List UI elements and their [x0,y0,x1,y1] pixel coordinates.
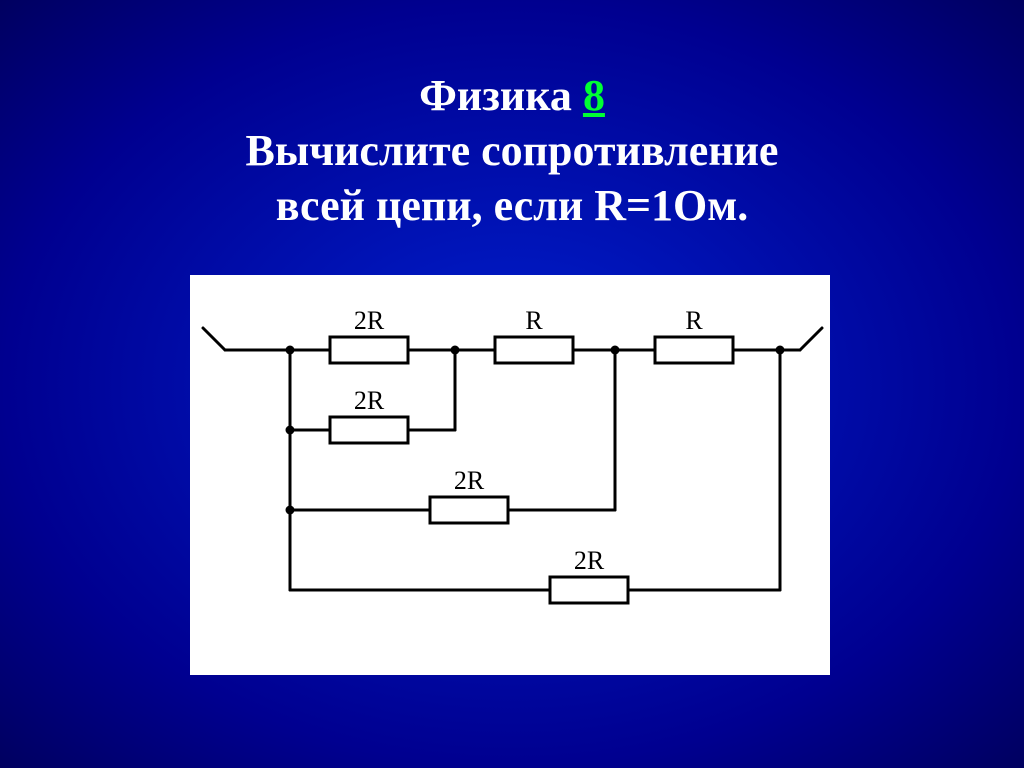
title-prefix: Физика [419,71,583,120]
resistor-label-R-mid2: R [685,306,703,335]
circuit-diagram: 2R R R 2R 2R 2R [190,275,830,675]
resistor-2R-row4 [550,577,628,603]
title-block: Физика 8 Вычислите сопротивление всей це… [0,0,1024,231]
resistor-R-mid2 [655,337,733,363]
title-line-1: Физика 8 [0,70,1024,121]
resistor-label-R-mid1: R [525,306,543,335]
resistor-2R-row3 [430,497,508,523]
resistor-label-2R-row3: 2R [454,466,485,495]
title-line-2: Вычислите сопротивление [0,125,1024,176]
resistor-label-2R-top: 2R [354,306,385,335]
resistor-2R-row2 [330,417,408,443]
resistor-R-mid1 [495,337,573,363]
title-number: 8 [583,71,605,120]
title-line-3: всей цепи, если R=1Ом. [0,180,1024,231]
resistor-label-2R-row2: 2R [354,386,385,415]
resistor-label-2R-row4: 2R [574,546,605,575]
resistor-2R-top [330,337,408,363]
circuit-svg: 2R R R 2R 2R 2R [190,275,830,675]
